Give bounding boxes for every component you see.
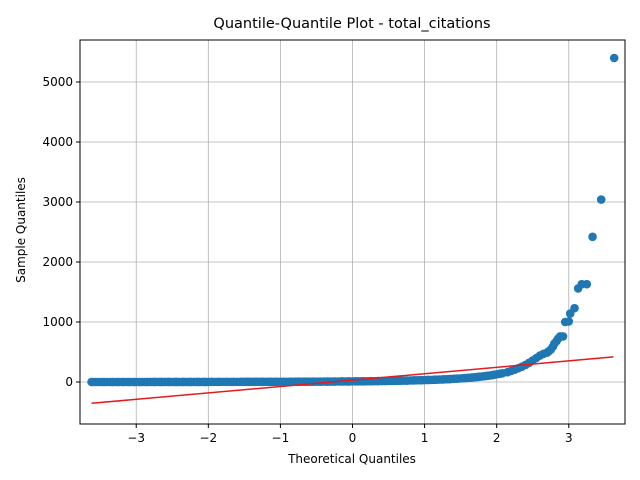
data-point (236, 377, 246, 387)
data-point (467, 373, 476, 382)
x-tick-label: 1 (421, 431, 429, 445)
data-point (588, 232, 597, 242)
y-axis-label: Sample Quantiles (14, 177, 28, 283)
data-point (250, 377, 260, 387)
data-point (423, 375, 433, 385)
y-tick-label: 2000 (42, 255, 73, 269)
data-point (431, 375, 440, 385)
data-point (344, 377, 354, 386)
data-point (416, 375, 426, 385)
data-point (157, 377, 166, 387)
data-point (294, 377, 303, 387)
x-axis-ticks: −3 −2 −1 0 1 2 3 (127, 424, 573, 445)
x-tick-label: −1 (272, 431, 290, 445)
x-tick-label: −2 (199, 431, 217, 445)
data-point (229, 377, 238, 387)
data-point (258, 377, 267, 387)
y-tick-label: 5000 (42, 75, 73, 89)
x-tick-label: 2 (493, 431, 501, 445)
chart-title: Quantile-Quantile Plot - total_citations (213, 16, 490, 32)
data-point (474, 372, 483, 382)
data-point (286, 377, 296, 387)
data-point (222, 377, 231, 387)
data-point (265, 377, 274, 387)
x-axis-label: Theoretical Quantiles (287, 452, 416, 466)
data-point (481, 371, 491, 381)
data-point (193, 377, 202, 387)
data-point (387, 376, 397, 386)
data-point (488, 370, 498, 380)
data-point (207, 377, 217, 387)
data-point (279, 377, 289, 387)
data-point (495, 369, 505, 379)
data-point (582, 279, 592, 289)
data-point (178, 377, 188, 387)
data-point (609, 53, 619, 63)
y-tick-label: 3000 (42, 195, 73, 209)
reference-line (91, 356, 614, 405)
grid-lines (80, 40, 625, 424)
data-point (185, 377, 195, 387)
data-point (272, 377, 282, 387)
data-point (99, 377, 109, 387)
y-tick-label: 0 (65, 375, 73, 389)
data-point (135, 377, 145, 387)
data-point (373, 376, 383, 386)
data-point (596, 195, 606, 204)
data-point (200, 377, 210, 387)
data-point (402, 376, 411, 385)
reference-line-group (91, 356, 614, 405)
data-point (322, 377, 332, 386)
data-point (558, 332, 568, 341)
data-point (87, 377, 96, 387)
data-point (564, 317, 574, 326)
data-point (459, 373, 469, 383)
data-point (380, 376, 390, 386)
x-tick-label: −3 (127, 431, 145, 445)
data-point (570, 303, 579, 313)
y-tick-label: 4000 (42, 135, 73, 149)
data-point (214, 377, 224, 387)
data-point (164, 377, 173, 387)
x-tick-label: 3 (565, 431, 573, 445)
data-point (452, 374, 462, 383)
data-point (142, 377, 152, 387)
x-tick-label: 0 (349, 431, 357, 445)
y-axis-ticks: 0 1000 2000 3000 4000 5000 (42, 75, 80, 389)
data-point (409, 376, 419, 385)
data-point (445, 374, 455, 384)
data-point (171, 377, 181, 387)
data-point (395, 376, 404, 386)
data-point (149, 377, 159, 387)
data-point (243, 377, 253, 387)
data-point (438, 375, 447, 384)
y-tick-label: 1000 (42, 315, 73, 329)
